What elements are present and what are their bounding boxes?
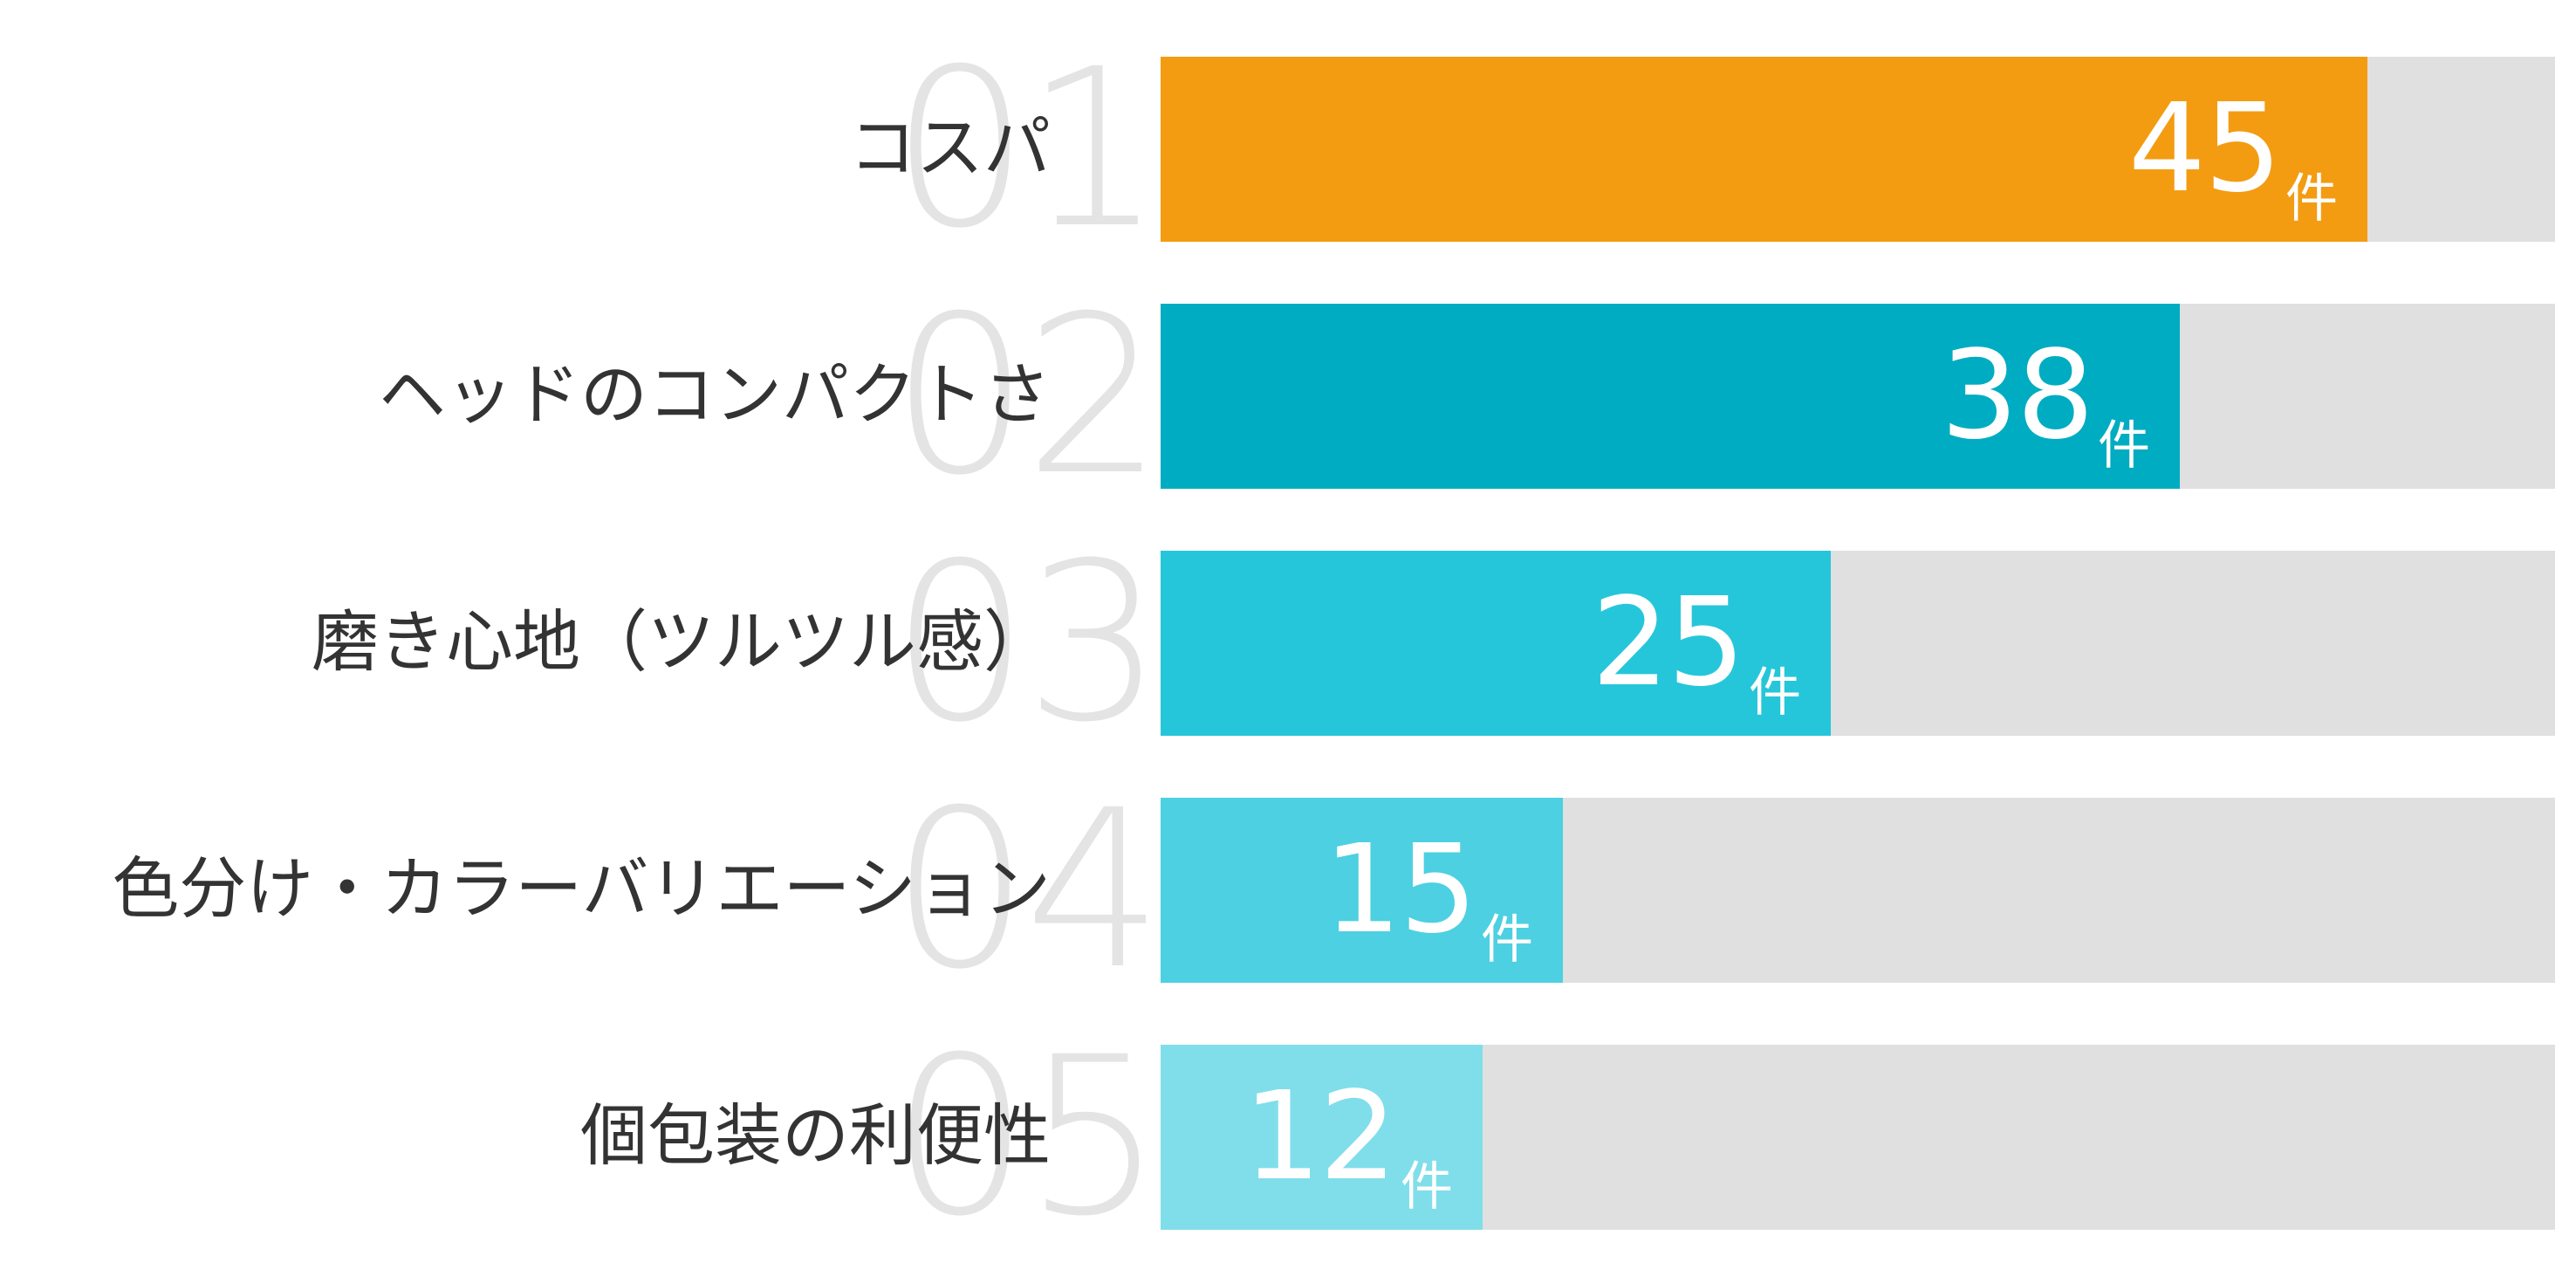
rank-number: 02 bbox=[890, 269, 1163, 523]
data-label: 45 件 bbox=[2128, 57, 2338, 242]
data-label-unit: 件 bbox=[1401, 1156, 1453, 1218]
rank-number: 01 bbox=[890, 22, 1163, 276]
bar: 45 件 bbox=[1161, 57, 2367, 242]
data-label-unit: 件 bbox=[2285, 168, 2338, 230]
data-label-value: 25 bbox=[1591, 572, 1745, 714]
bar: 25 件 bbox=[1161, 551, 1831, 736]
chart-row: 02 ヘッドのコンパクトさ 38 件 bbox=[0, 278, 2576, 515]
data-label-unit: 件 bbox=[1749, 662, 1801, 724]
rank-number: 04 bbox=[890, 763, 1163, 1017]
chart-row: 04 色分け・カラーバリエーション 15 件 bbox=[0, 772, 2576, 1009]
data-label-value: 45 bbox=[2127, 78, 2282, 220]
data-label: 38 件 bbox=[1941, 304, 2150, 489]
bar-track: 45 件 bbox=[1161, 57, 2555, 242]
bar-track: 15 件 bbox=[1161, 798, 2555, 983]
bar-track: 25 件 bbox=[1161, 551, 2555, 736]
data-label-value: 15 bbox=[1323, 819, 1477, 961]
data-label: 12 件 bbox=[1243, 1045, 1453, 1230]
bar: 15 件 bbox=[1161, 798, 1563, 983]
data-label-unit: 件 bbox=[1481, 909, 1533, 971]
data-label-value: 38 bbox=[1940, 325, 2094, 467]
category-label: 個包装の利便性 bbox=[580, 1098, 1051, 1176]
data-label: 25 件 bbox=[1592, 551, 1801, 736]
chart-row: 01 コスパ 45 件 bbox=[0, 31, 2576, 268]
category-label: コスパ bbox=[849, 110, 1051, 188]
rank-number: 05 bbox=[890, 1010, 1163, 1264]
rank-number: 03 bbox=[890, 516, 1163, 770]
bar: 38 件 bbox=[1161, 304, 2180, 489]
data-label-unit: 件 bbox=[2098, 415, 2150, 477]
chart-row: 05 個包装の利便性 12 件 bbox=[0, 1019, 2576, 1256]
bar-track: 38 件 bbox=[1161, 304, 2555, 489]
category-label: 色分け・カラーバリエーション bbox=[112, 851, 1051, 929]
bar: 12 件 bbox=[1161, 1045, 1483, 1230]
data-label-value: 12 bbox=[1243, 1066, 1397, 1208]
data-label: 15 件 bbox=[1324, 798, 1533, 983]
category-label: 磨き心地（ツルツル感） bbox=[312, 604, 1051, 682]
chart-row: 03 磨き心地（ツルツル感） 25 件 bbox=[0, 525, 2576, 762]
category-label: ヘッドのコンパクトさ bbox=[379, 357, 1051, 435]
bar-track: 12 件 bbox=[1161, 1045, 2555, 1230]
